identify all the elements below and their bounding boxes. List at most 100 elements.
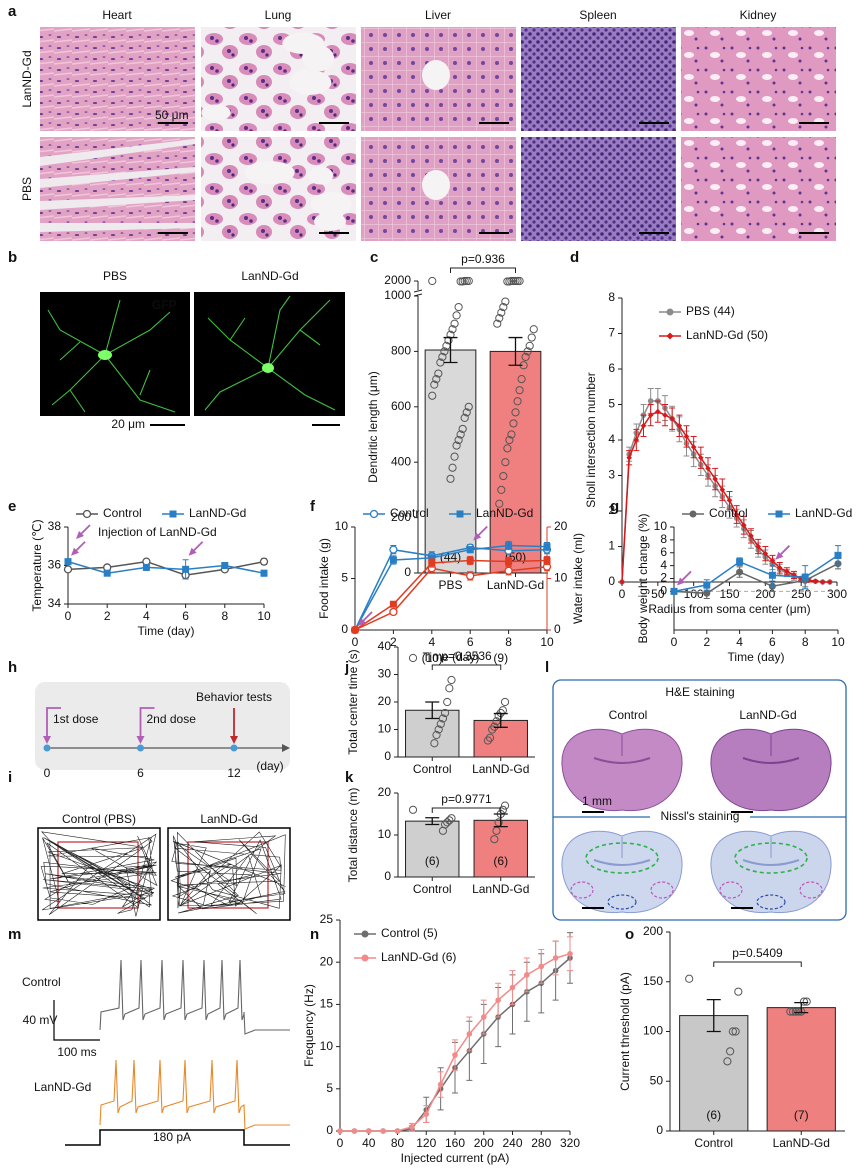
- hippocampus: [593, 859, 651, 866]
- marker: [647, 412, 654, 418]
- roi-hippocampus: [585, 842, 659, 874]
- bar: [489, 350, 542, 574]
- x-tick-label: 80: [391, 1136, 405, 1150]
- y-tick-label: 1: [608, 539, 615, 553]
- tissue-gap: [40, 195, 195, 210]
- marker: [423, 1111, 430, 1117]
- point: [788, 1007, 798, 1016]
- neuron-drawing: [47, 295, 336, 413]
- point: [485, 733, 495, 742]
- marker: [505, 542, 513, 550]
- point: [452, 311, 461, 320]
- x-axis-label: Time (day): [138, 624, 195, 638]
- y-tick-label: 10: [335, 519, 349, 533]
- x-tick-label: Control: [413, 762, 452, 776]
- hippocampus: [742, 859, 800, 866]
- marker: [169, 510, 177, 518]
- point: [723, 1057, 732, 1066]
- legend-label: Injection of LanND-Gd: [98, 525, 217, 539]
- x-tick-label: 160: [445, 1136, 465, 1150]
- panel-letter: l: [545, 659, 549, 676]
- point: [513, 276, 522, 286]
- panel-letter: f: [310, 498, 316, 515]
- series-line: [673, 554, 839, 593]
- marker: [182, 565, 190, 573]
- x-tick-label: 8: [802, 635, 809, 649]
- y-tick-label: 0: [608, 574, 615, 588]
- marker: [776, 565, 783, 571]
- point: [802, 997, 811, 1006]
- x-tick-label: 2: [390, 635, 397, 649]
- marker: [719, 486, 726, 493]
- point: [521, 352, 530, 362]
- y-tick-label: 8: [660, 532, 667, 546]
- row-label: PBS: [20, 177, 34, 201]
- brain-panel: [552, 679, 847, 921]
- point: [430, 380, 439, 389]
- x-tick-label: LanND-Gd: [472, 882, 529, 896]
- point: [492, 717, 501, 726]
- point: [445, 816, 454, 825]
- y-tick-label: 2: [608, 503, 615, 517]
- y-tick-label: 10: [378, 722, 392, 736]
- point: [511, 408, 520, 417]
- y-tick-label: 10: [320, 1039, 334, 1053]
- point: [448, 463, 457, 472]
- point: [527, 333, 536, 342]
- point: [500, 801, 510, 810]
- y-tick-label: 0: [341, 622, 348, 636]
- y-tick-label: 5: [326, 1081, 333, 1095]
- panel-letter: i: [8, 769, 12, 786]
- x-tick-label: 100: [684, 587, 704, 601]
- legend-label: Control: [103, 506, 142, 520]
- y-tick-label: 6: [660, 545, 667, 559]
- scale-label: 100 ms: [57, 1045, 96, 1059]
- marker: [351, 626, 359, 634]
- y-tick-label: 40: [378, 639, 392, 653]
- legend-label: LanND-Gd (6): [381, 950, 456, 964]
- x-tick-label: 6: [769, 635, 776, 649]
- point: [458, 424, 467, 434]
- y-tick-label: 36: [48, 558, 62, 572]
- p-value: p=0.3536: [441, 649, 492, 663]
- timeline-dot: [43, 744, 51, 752]
- p-value: p=0.9771: [441, 792, 492, 806]
- point: [445, 684, 454, 693]
- marker: [259, 557, 269, 566]
- point: [734, 987, 743, 996]
- marker: [466, 556, 474, 564]
- n-label: (9): [493, 651, 508, 665]
- stimulus-step: [65, 1129, 290, 1146]
- significance-bracket: [431, 807, 502, 813]
- marker: [633, 437, 640, 443]
- timeline-dot: [230, 744, 238, 752]
- axis-break: [413, 289, 423, 297]
- marker: [736, 558, 744, 566]
- y-axis-label: Current threshold (pA): [618, 972, 632, 1091]
- y-tick-label: 3: [608, 468, 615, 482]
- column-title: Lung: [265, 8, 292, 22]
- roi-amygdala: [650, 881, 674, 899]
- x-axis-label: Radius from soma center (μm): [648, 602, 810, 616]
- y-tick-label: 15: [320, 997, 334, 1011]
- arrowhead: [230, 736, 238, 744]
- timeline: [35, 682, 290, 770]
- marker: [361, 954, 369, 962]
- point: [495, 499, 504, 508]
- y-tick-label: 20: [320, 954, 334, 968]
- point: [511, 276, 520, 286]
- y2-tick-label: 0: [554, 622, 561, 636]
- y2-axis-label: Water intake (ml): [571, 533, 585, 624]
- y-tick-label: 200: [391, 510, 411, 524]
- trace-label: LanND-Gd: [34, 1080, 91, 1094]
- point: [438, 352, 447, 362]
- marker: [509, 984, 516, 991]
- y-tick-label: 6: [608, 361, 615, 375]
- series-line: [67, 560, 265, 574]
- marker: [543, 543, 551, 551]
- bar: [473, 819, 528, 878]
- error-bar: [706, 999, 721, 1033]
- marker: [801, 573, 809, 581]
- scale-label: 20 μm: [111, 417, 145, 431]
- point: [448, 325, 457, 334]
